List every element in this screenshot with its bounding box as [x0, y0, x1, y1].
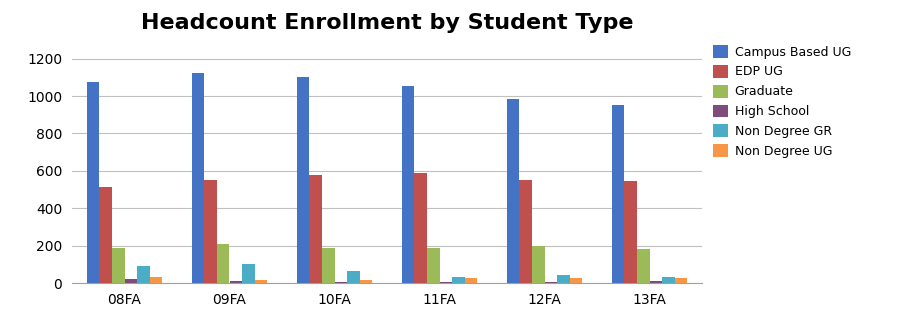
- Bar: [507, 99, 519, 283]
- Bar: [532, 246, 544, 283]
- Bar: [335, 282, 347, 283]
- Legend: Campus Based UG, EDP UG, Graduate, High School, Non Degree GR, Non Degree UG: Campus Based UG, EDP UG, Graduate, High …: [708, 40, 856, 163]
- Bar: [149, 277, 162, 283]
- Bar: [192, 73, 204, 283]
- Bar: [544, 282, 557, 283]
- Bar: [99, 187, 112, 283]
- Bar: [204, 180, 217, 283]
- Bar: [322, 248, 335, 283]
- Bar: [464, 278, 477, 283]
- Bar: [401, 86, 414, 283]
- Bar: [124, 279, 137, 283]
- Bar: [557, 275, 570, 283]
- Bar: [86, 82, 99, 283]
- Title: Headcount Enrollment by Student Type: Headcount Enrollment by Student Type: [140, 13, 634, 33]
- Bar: [310, 175, 322, 283]
- Bar: [612, 106, 625, 283]
- Bar: [360, 280, 373, 283]
- Bar: [137, 266, 149, 283]
- Bar: [255, 280, 267, 283]
- Bar: [570, 278, 582, 283]
- Bar: [217, 244, 230, 283]
- Bar: [439, 282, 452, 283]
- Bar: [675, 278, 688, 283]
- Bar: [650, 281, 662, 283]
- Bar: [452, 276, 464, 283]
- Bar: [637, 249, 650, 283]
- Bar: [347, 271, 360, 283]
- Bar: [297, 77, 310, 283]
- Bar: [625, 181, 637, 283]
- Bar: [242, 264, 255, 283]
- Bar: [662, 277, 675, 283]
- Bar: [230, 281, 242, 283]
- Bar: [414, 173, 427, 283]
- Bar: [519, 180, 532, 283]
- Bar: [427, 248, 439, 283]
- Bar: [112, 247, 124, 283]
